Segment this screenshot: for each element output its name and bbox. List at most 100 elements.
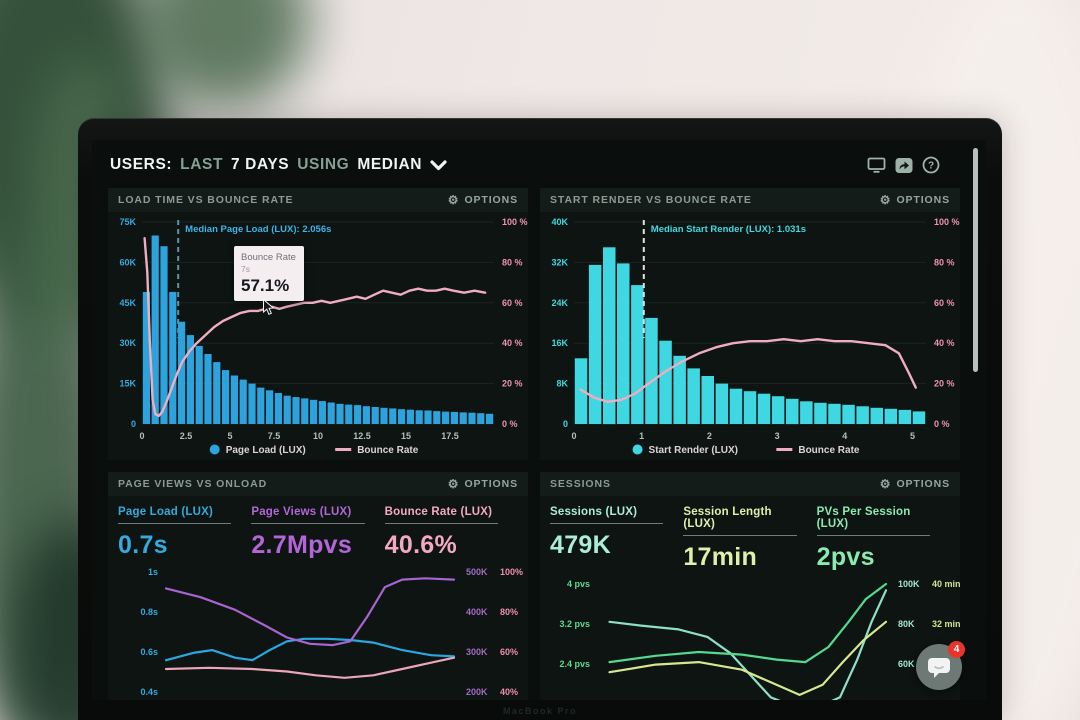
gear-icon: ⚙ (447, 193, 460, 207)
display-icon[interactable] (867, 157, 886, 173)
y-right-tick: 32 min (932, 619, 960, 629)
sessions-stats-row: Sessions (LUX) 479K Session Length (LUX) 17… (540, 496, 960, 572)
mouse-cursor-icon (263, 299, 275, 315)
y-right-tick: 400K (466, 607, 488, 617)
y-right-tick: 60K (898, 659, 915, 669)
laptop: USERS: LAST 7 DAYS USING MEDIAN (78, 118, 1002, 720)
x-tick: 4 (842, 431, 847, 441)
y-left-tick: 0.4s (140, 687, 158, 697)
y-left-tick: 0.8s (140, 607, 158, 617)
y-left-tick: 15K (119, 379, 136, 389)
help-icon[interactable]: ? (922, 156, 940, 174)
y-right-tick: 20 % (934, 379, 955, 389)
y-left-tick: 24K (551, 298, 568, 308)
y-right-tick: 20 % (502, 379, 523, 389)
y-right-tick: 100% (500, 567, 523, 577)
y-left-tick: 8K (556, 379, 568, 389)
stat-label: PVs Per Session (LUX) (816, 506, 930, 536)
metric-stat: Sessions (LUX) 479K (550, 506, 683, 572)
y-right-tick: 100 % (502, 217, 528, 227)
start-render-chart-canvas: 40K 32K 24K 16K 8K 0 100 % 80 % 60 % 40 % 20 % 0 % 0… (551, 217, 959, 456)
header-days-label: 7 DAYS (231, 156, 290, 173)
x-tick: 7.5 (268, 431, 281, 441)
metric-stat: Session Length (LUX) 17min (683, 506, 816, 572)
gear-icon: ⚙ (879, 477, 892, 491)
series-line (608, 620, 888, 697)
stat-value: 40.6% (384, 531, 458, 559)
y-right-tick: 300K (466, 647, 488, 657)
y-left-tick: 2.4 pvs (559, 659, 590, 669)
legend-label: Bounce Rate (798, 445, 860, 456)
x-tick: 5 (227, 431, 232, 441)
dashboard-screen: USERS: LAST 7 DAYS USING MEDIAN (92, 140, 986, 700)
x-tick: 5 (910, 431, 915, 441)
stat-label: Page Views (LUX) (251, 506, 365, 524)
panel-title: LOAD TIME VS BOUNCE RATE (118, 194, 294, 206)
x-tick: 3 (775, 431, 780, 441)
metric-stat: Bounce Rate (LUX) 40.6% (384, 506, 518, 560)
bounce-rate-line (143, 237, 487, 418)
share-icon[interactable] (895, 157, 913, 174)
series-line (164, 577, 456, 647)
y-left-tick: 75K (119, 217, 136, 227)
panel-title: PAGE VIEWS VS ONLOAD (118, 478, 268, 490)
options-label: OPTIONS (896, 478, 950, 490)
gear-icon: ⚙ (447, 477, 460, 491)
x-tick: 2 (707, 431, 712, 441)
panel-sessions: SESSIONS ⚙ OPTIONS Sessions (LUX) 479K Ses… (540, 472, 960, 700)
svg-text:?: ? (928, 161, 934, 172)
options-label: OPTIONS (464, 478, 518, 490)
header-users-label: USERS: (110, 156, 173, 173)
median-label: Median Page Load (LUX): 2.056s (185, 224, 331, 235)
y-right-tick: 40 min (932, 579, 960, 589)
y-right-tick: 40K (898, 699, 915, 700)
y-right-tick: 0 % (934, 419, 950, 429)
stat-label: Page Load (LUX) (118, 506, 232, 524)
header-icon-cluster: ? (867, 156, 940, 174)
timeframe-dropdown[interactable]: USERS: LAST 7 DAYS USING MEDIAN (110, 156, 447, 174)
y-right-tick: 80 % (502, 257, 523, 267)
y-right-tick: 0 % (502, 419, 518, 429)
x-tick: 1 (639, 431, 644, 441)
panel-title: SESSIONS (550, 478, 611, 490)
y-right-tick: 200K (466, 687, 488, 697)
legend-label: Bounce Rate (357, 445, 419, 456)
page-views-chart-canvas: 1s 0.8s 0.6s 0.4s 500K 100% 400K 80% 300K 60% 200K… (140, 567, 523, 697)
y-left-tick: 40K (551, 217, 568, 227)
legend-dot (209, 444, 220, 455)
y-right-tick: 60 % (502, 298, 523, 308)
y-right-tick: 80% (500, 607, 518, 617)
y-left-tick: 60K (119, 257, 136, 267)
y-left-tick: 16K (551, 338, 568, 348)
options-button[interactable]: ⚙ OPTIONS (880, 194, 950, 206)
series-line (608, 589, 888, 700)
chevron-down-icon (430, 159, 447, 170)
header-using-label: USING (297, 156, 350, 173)
stat-value: 479K (550, 531, 611, 559)
gear-icon: ⚙ (879, 193, 892, 207)
y-left-tick: 0 (131, 419, 136, 429)
x-tick: 2.5 (180, 431, 193, 441)
y-left-tick: 3.2 pvs (559, 619, 590, 629)
options-label: OPTIONS (464, 194, 518, 206)
y-left-tick: 1s (148, 567, 158, 577)
y-right-tick: 40 % (934, 338, 955, 348)
y-left-tick: 45K (119, 298, 136, 308)
y-left-tick: 30K (119, 338, 136, 348)
scrollbar-thumb[interactable] (973, 148, 978, 372)
options-button[interactable]: ⚙ OPTIONS (448, 478, 518, 490)
sessions-chart-canvas: 4 pvs 3.2 pvs 2.4 pvs 1.6 pvs 100K 40 min 80K 3… (559, 579, 960, 700)
stat-label: Bounce Rate (LUX) (384, 506, 498, 524)
series-line (164, 637, 456, 662)
x-tick: 0 (571, 431, 576, 441)
page-views-stats-row: Page Load (LUX) 0.7s Page Views (LUX) 2.7Mp… (108, 496, 528, 560)
y-left-tick: 0 (563, 419, 568, 429)
stat-label: Session Length (LUX) (683, 506, 797, 536)
tooltip-title: Bounce Rate (241, 252, 296, 263)
chat-button[interactable]: 4 (916, 641, 965, 690)
y-right-tick: 80K (898, 619, 915, 629)
y-right-tick: 500K (466, 567, 488, 577)
options-button[interactable]: ⚙ OPTIONS (880, 478, 950, 490)
options-button[interactable]: ⚙ OPTIONS (448, 194, 518, 206)
